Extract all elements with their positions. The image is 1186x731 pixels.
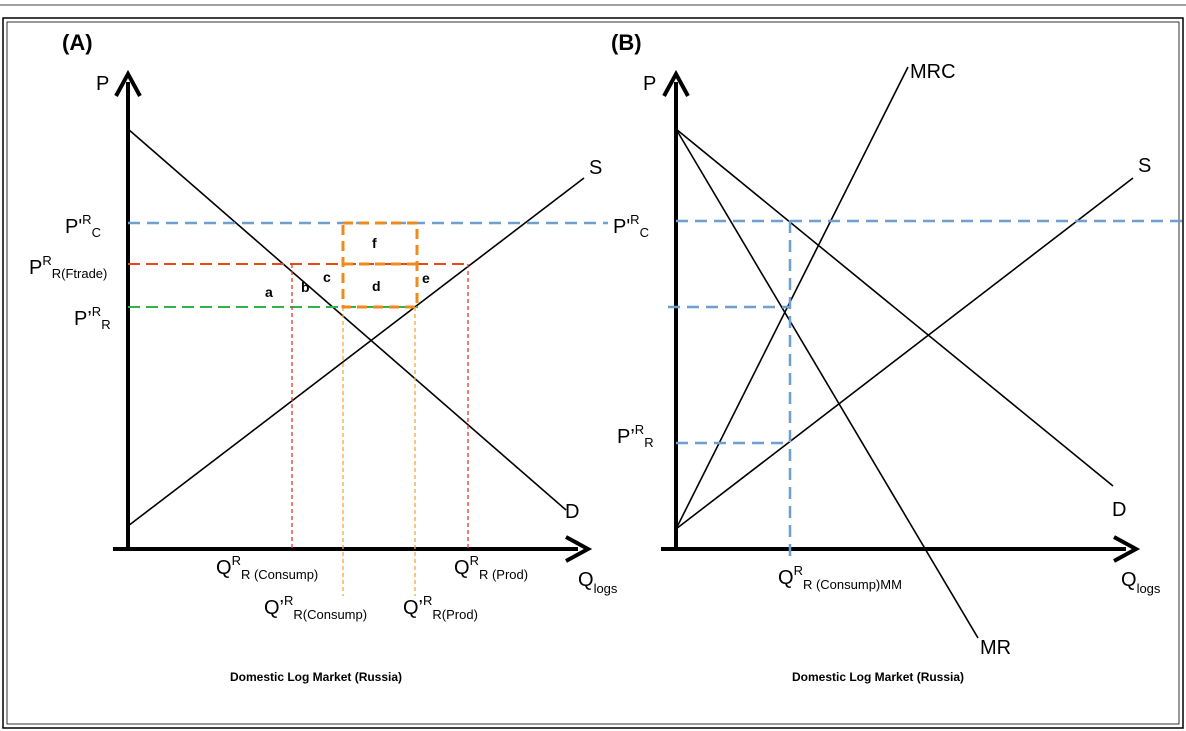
panel-b-mrc-label: MRC bbox=[910, 61, 956, 83]
panel-a-axis-p: P bbox=[96, 73, 109, 95]
panel-b-supply-label: S bbox=[1138, 155, 1151, 177]
outer-border bbox=[2, 17, 1184, 729]
panel-a-price-free-label: PRR(Ftrade) bbox=[29, 253, 107, 281]
panel-a-q-consump-label: QRR (Consump) bbox=[216, 553, 318, 582]
panel-b-price-dom-label: P’RR bbox=[617, 422, 654, 450]
panel-a: (A) P Qlogs S D a b c d e f bbox=[29, 30, 618, 684]
panel-b-mr-curve bbox=[675, 128, 979, 639]
panel-a-price-world-label: P'RC bbox=[65, 212, 101, 240]
panel-a-demand-label: D bbox=[565, 501, 579, 523]
panel-a-supply-label: S bbox=[589, 157, 602, 179]
panel-b-label: (B) bbox=[611, 30, 642, 55]
panel-b-y-arrow-icon bbox=[662, 69, 690, 97]
panel-b-demand-label: D bbox=[1112, 499, 1126, 521]
panel-b-q-mm-label: QRR (Consump)MM bbox=[778, 563, 902, 592]
panel-a-area-a: a bbox=[265, 284, 273, 300]
inner-border bbox=[6, 21, 1180, 725]
panel-b-price-world-label: P'RC bbox=[613, 212, 649, 240]
panel-a-y-arrow-icon bbox=[114, 69, 142, 97]
panel-a-area-f: f bbox=[372, 235, 377, 251]
panel-b-demand-curve bbox=[675, 128, 1114, 487]
panel-a-supply-curve bbox=[127, 177, 585, 527]
panel-b-axis-q: Qlogs bbox=[1121, 569, 1161, 596]
panel-b-caption: Domestic Log Market (Russia) bbox=[792, 670, 964, 684]
panel-a-axis-q: Qlogs bbox=[578, 569, 618, 596]
panel-b-axis-p: P bbox=[643, 73, 656, 95]
panel-a-price-dom-label: P’RR bbox=[74, 304, 111, 332]
panel-a-area-e: e bbox=[422, 270, 430, 286]
panel-a-q-consump2-label: Q’RR(Consump) bbox=[264, 593, 367, 622]
panel-a-caption: Domestic Log Market (Russia) bbox=[230, 670, 402, 684]
panel-b-x-arrow-icon bbox=[1113, 535, 1141, 563]
panel-a-label: (A) bbox=[62, 30, 93, 55]
panel-a-x-arrow-icon bbox=[565, 535, 593, 563]
panel-b: (B) P Qlogs MRC S D MR P'RC P’RR bbox=[611, 30, 1186, 684]
panel-a-q-prod2-label: Q’RR(Prod) bbox=[403, 593, 478, 622]
panel-a-area-d: d bbox=[372, 278, 381, 294]
panel-a-area-b: b bbox=[301, 279, 310, 295]
panel-b-supply-curve bbox=[675, 177, 1134, 530]
panel-a-area-c: c bbox=[323, 269, 331, 285]
panel-b-mrc-curve bbox=[675, 66, 909, 530]
panel-a-q-prod-label: QRR (Prod) bbox=[454, 553, 528, 582]
panel-a-demand-curve bbox=[127, 128, 567, 511]
panel-b-mr-label: MR bbox=[980, 637, 1011, 659]
